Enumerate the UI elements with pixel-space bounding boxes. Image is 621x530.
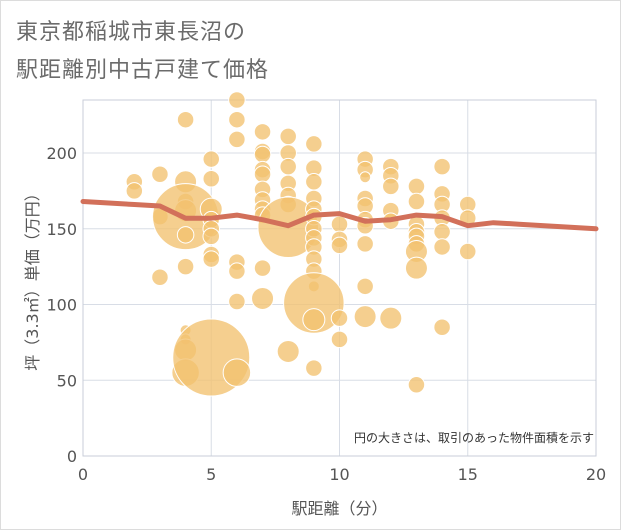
bubble-point (330, 215, 349, 233)
y-tick-label: 50 (57, 371, 77, 390)
bubble-point (356, 235, 374, 253)
trend-line (80, 199, 599, 232)
y-tick-label: 0 (67, 447, 77, 466)
bubble-point (228, 130, 246, 149)
bubble-point (353, 305, 377, 329)
bubble-point (228, 292, 246, 311)
bubble-point (433, 238, 451, 256)
bubble-point (279, 127, 297, 146)
bubble-point (305, 135, 323, 153)
bubble-point (176, 257, 195, 276)
bubble-point (228, 262, 246, 280)
bubble-point (330, 330, 349, 349)
bubble-point (276, 339, 300, 363)
bubble-point (433, 318, 451, 336)
bubble-point (379, 306, 403, 330)
bubble-point (202, 170, 220, 188)
bubble-point (253, 145, 272, 164)
size-legend-note: 円の大きさは、取引のあった物件面積を示す (354, 430, 594, 445)
y-tick-label: 200 (46, 144, 77, 163)
bubble-point (382, 177, 400, 196)
bubble-point (253, 123, 272, 141)
x-axis-title: 駅距離（分） (291, 499, 387, 518)
bubble-series (125, 91, 477, 397)
bubble-point (176, 226, 195, 244)
bubble-point (253, 259, 272, 277)
bubble-point (433, 157, 451, 176)
bubble-point (407, 192, 426, 211)
x-tick-label: 15 (458, 465, 478, 484)
bubble-point (283, 272, 345, 334)
bubble-point (305, 173, 323, 191)
x-tick-label: 5 (206, 465, 216, 484)
x-tick-label: 10 (329, 465, 349, 484)
bubble-point (151, 268, 169, 286)
plot-area-border (82, 99, 597, 457)
bubble-point (302, 308, 326, 332)
bubble-point (305, 359, 323, 377)
y-tick-label: 150 (46, 220, 77, 239)
bubble-point (330, 236, 349, 255)
bubble-point (228, 91, 246, 109)
bubble-point (433, 223, 451, 241)
bubble-point (176, 110, 195, 129)
bubble-point (228, 110, 246, 129)
x-tick-label: 0 (78, 465, 88, 484)
bubble-point (202, 150, 220, 168)
x-tick-label: 20 (586, 465, 606, 484)
bubble-point (202, 227, 220, 246)
bubble-point (404, 256, 428, 280)
y-axis-title: 坪（3.3㎡）単価（万円） (23, 185, 42, 370)
bubble-point (125, 182, 144, 200)
bubble-point (251, 286, 275, 310)
y-tick-label: 100 (46, 296, 77, 315)
bubble-point (253, 165, 272, 183)
bubble-point (151, 165, 169, 183)
bubble-point (330, 309, 349, 327)
bubble-point (407, 376, 426, 394)
bubble-point (279, 157, 297, 176)
bubble-point (359, 171, 372, 184)
bubble-point (459, 242, 477, 261)
chart-title-line-1: 東京都稲城市東長沼の (16, 20, 247, 45)
chart-title-line-2: 駅距離別中古戸建て価格 (16, 58, 270, 83)
bubble-point (202, 250, 220, 268)
bubble-point (356, 277, 374, 296)
bubble-point (222, 358, 252, 387)
bubble-point (407, 177, 426, 196)
